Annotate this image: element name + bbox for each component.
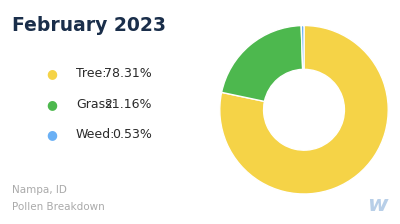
Text: w: w [368,195,388,215]
Text: 0.53%: 0.53% [112,128,152,141]
Wedge shape [301,26,304,69]
Wedge shape [220,26,388,194]
Wedge shape [222,26,303,101]
Text: ●: ● [46,128,58,141]
Text: Tree:: Tree: [76,67,106,80]
Text: 78.31%: 78.31% [104,67,152,80]
Text: ●: ● [46,98,58,111]
Text: Weed:: Weed: [76,128,115,141]
Text: Nampa, ID: Nampa, ID [12,185,67,195]
Text: Pollen Breakdown: Pollen Breakdown [12,202,105,212]
Text: ●: ● [46,67,58,80]
Text: Grass:: Grass: [76,98,116,111]
Text: 21.16%: 21.16% [104,98,152,111]
Text: February 2023: February 2023 [12,16,166,35]
